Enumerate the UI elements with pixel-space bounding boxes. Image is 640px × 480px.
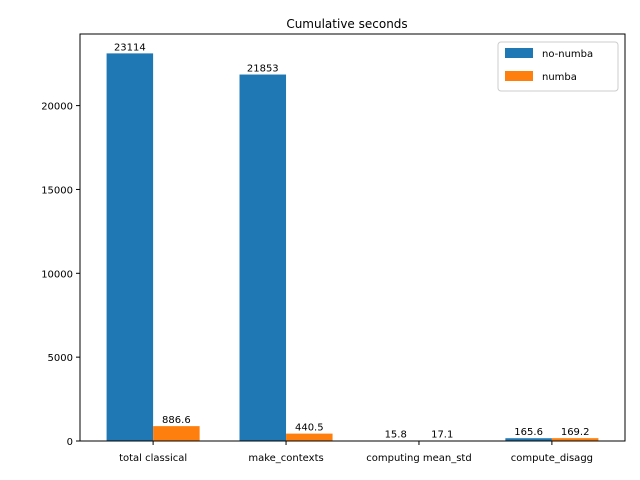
legend: no-numba numba bbox=[497, 41, 619, 92]
y-tick-label-1: 5000 bbox=[48, 353, 73, 364]
data-label-no-numba-3: 165.6 bbox=[514, 427, 543, 438]
y-tick-label-2: 10000 bbox=[41, 269, 73, 280]
y-tick-label-3: 15000 bbox=[41, 185, 73, 196]
x-tick-label-2: computing mean_std bbox=[366, 453, 471, 464]
data-label-numba-1: 440.5 bbox=[295, 423, 324, 434]
bar-no-numba-1 bbox=[239, 74, 287, 442]
data-label-numba-0: 886.6 bbox=[162, 415, 191, 426]
legend-swatch-no-numba bbox=[505, 48, 533, 58]
y-tick-label-0: 0 bbox=[67, 437, 73, 448]
bar-no-numba-0 bbox=[106, 53, 154, 441]
legend-swatch-numba bbox=[505, 71, 533, 81]
data-label-numba-3: 169.2 bbox=[561, 427, 590, 438]
data-label-no-numba-2: 15.8 bbox=[385, 430, 407, 441]
chart-title: Cumulative seconds bbox=[286, 17, 407, 31]
data-label-no-numba-1: 21853 bbox=[247, 64, 279, 75]
x-tick-label-3: compute_disagg bbox=[511, 453, 593, 464]
data-label-numba-2: 17.1 bbox=[431, 430, 453, 441]
bar-numba-0 bbox=[153, 426, 200, 441]
bar-no-numba-3 bbox=[505, 438, 552, 441]
x-tick-label-0: total classical bbox=[119, 453, 187, 464]
plot-area: 23114 21853 15.8 165.6 886.6 440.5 17.1 169.2 to… bbox=[41, 42, 599, 464]
y-tick-label-4: 20000 bbox=[41, 102, 73, 113]
legend-label-numba: numba bbox=[542, 72, 577, 83]
bar-numba-3 bbox=[551, 438, 599, 441]
x-tick-label-1: make_contexts bbox=[248, 453, 323, 464]
legend-label-no-numba: no-numba bbox=[542, 49, 593, 60]
axes-frame bbox=[79, 33, 626, 442]
data-label-no-numba-0: 23114 bbox=[114, 42, 146, 53]
bar-numba-1 bbox=[286, 433, 333, 441]
